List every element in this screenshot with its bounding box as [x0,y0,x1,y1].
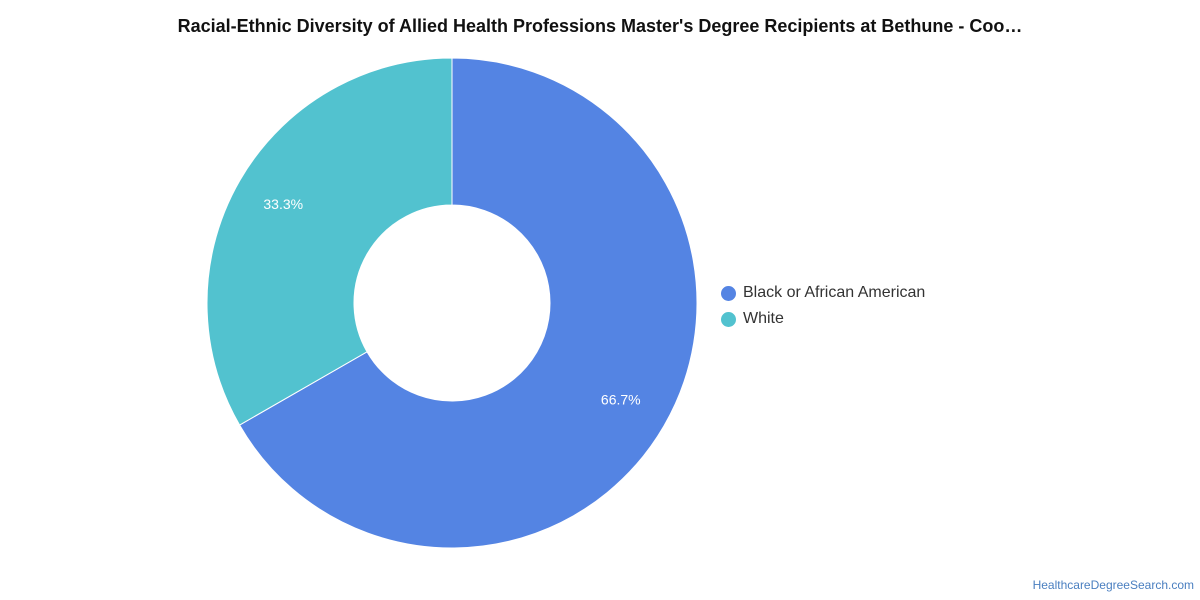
donut-slice-labels: 66.7% 33.3% [263,196,640,407]
donut-slice-white[interactable] [206,57,453,426]
source-link[interactable]: HealthcareDegreeSearch.com [1032,578,1194,592]
legend-swatch [721,285,736,301]
legend-label: White [743,310,784,327]
chart-title: Racial-Ethnic Diversity of Allied Health… [177,16,1023,36]
legend-item-black-or-african-american[interactable]: Black or African American [721,280,925,306]
legend-swatch [721,311,736,327]
legend-item-white[interactable]: White [721,306,925,332]
slice-value-label: 33.3% [263,196,303,212]
legend-label: Black or African American [743,284,926,301]
slice-value-label: 66.7% [601,391,641,407]
donut-slice-black-or-african-american[interactable] [238,57,698,549]
donut-slices [206,57,698,549]
chart-legend: Black or African American White [721,280,925,332]
